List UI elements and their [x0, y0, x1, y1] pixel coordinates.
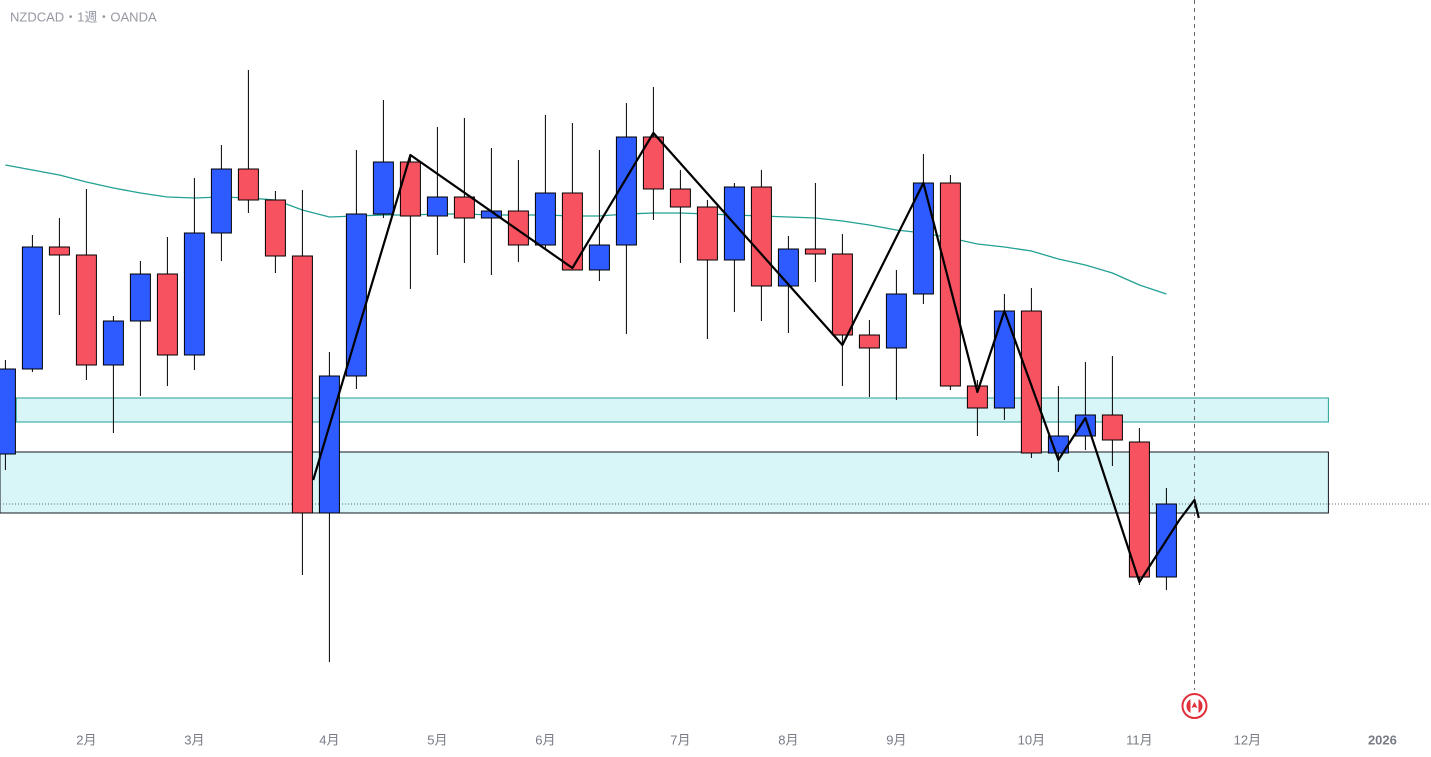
candle-body	[453, 196, 475, 219]
candle-body	[399, 161, 421, 217]
candle-body	[1101, 414, 1123, 441]
candle-body	[129, 273, 151, 322]
candle-body	[48, 246, 70, 256]
x-tick-label: 9月	[886, 732, 906, 747]
x-tick-label: 3月	[184, 732, 204, 747]
candle-body	[507, 210, 529, 246]
candle-body	[291, 255, 313, 514]
candle-body	[102, 320, 124, 366]
moving-average	[5, 164, 1167, 295]
candle-body	[912, 182, 934, 295]
x-tick-label: 12月	[1234, 732, 1261, 747]
candle-body	[669, 188, 691, 208]
chart-title: NZDCAD・1週・OANDA	[10, 9, 157, 24]
candle-body	[183, 232, 205, 356]
candle-body	[615, 136, 637, 246]
candle-body	[372, 161, 394, 215]
flag-icon-leaf	[1191, 702, 1198, 708]
x-tick-label: 2026	[1368, 732, 1397, 747]
candle-body	[75, 254, 97, 366]
candle-body	[1128, 441, 1150, 578]
x-tick-label: 10月	[1018, 732, 1045, 747]
candle-body	[561, 192, 583, 271]
candle-body	[642, 136, 664, 190]
zigzag	[312, 131, 1200, 584]
x-tick-label: 6月	[535, 732, 555, 747]
candle-body	[777, 248, 799, 287]
candle-body	[588, 244, 610, 271]
x-tick-label: 2月	[76, 732, 96, 747]
candle-body	[210, 168, 232, 234]
candle-body	[156, 273, 178, 356]
candle-body	[804, 248, 826, 255]
candle-body	[696, 206, 718, 261]
x-tick-label: 8月	[778, 732, 798, 747]
candle-body	[966, 385, 988, 409]
zone	[15, 397, 1329, 423]
candle-body	[885, 293, 907, 349]
candle-body	[237, 168, 259, 201]
candle-body	[264, 199, 286, 257]
candle-body	[831, 253, 853, 336]
candle-body	[534, 192, 556, 246]
x-tick-label: 7月	[670, 732, 690, 747]
candle-body	[858, 334, 880, 349]
candle-body	[0, 368, 16, 455]
candle-body	[345, 213, 367, 377]
candle-body	[1020, 310, 1042, 454]
candle-body	[21, 246, 43, 370]
x-tick-label: 11月	[1126, 732, 1153, 747]
candle-body	[426, 196, 448, 217]
candle-body	[318, 375, 340, 514]
candle-body	[750, 186, 772, 287]
x-tick-label: 4月	[319, 732, 339, 747]
x-tick-label: 5月	[427, 732, 447, 747]
candle-body	[993, 310, 1015, 409]
